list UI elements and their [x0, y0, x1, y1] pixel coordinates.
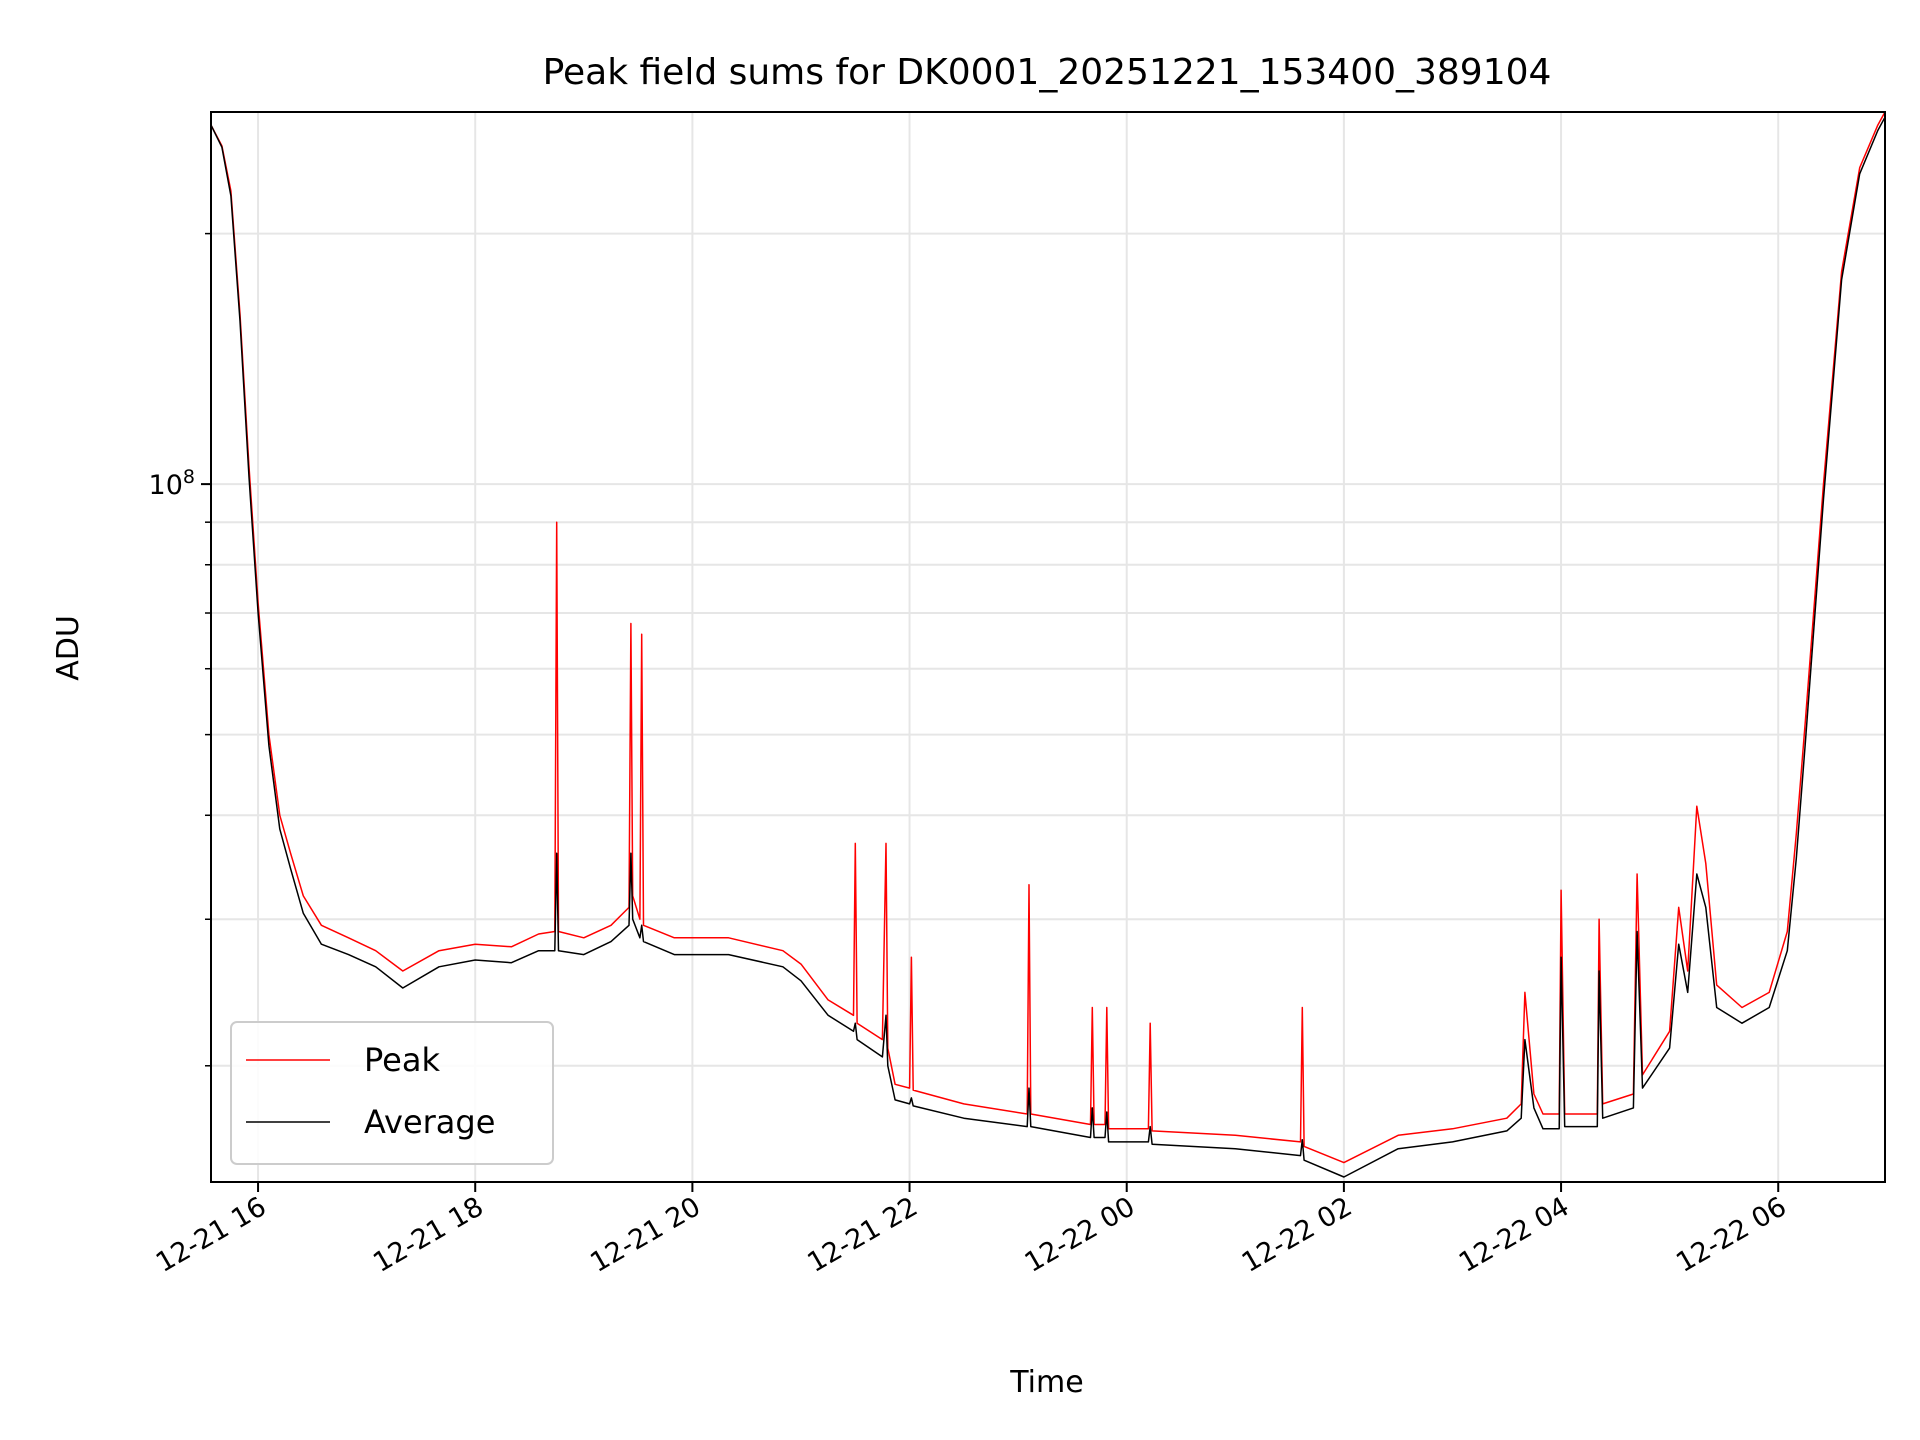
series-layer [210, 111, 1886, 1178]
legend-label-average: Average [364, 1103, 495, 1141]
chart-title: Peak field sums for DK0001_20251221_1534… [543, 52, 1552, 93]
y-tick-label: 108 [149, 466, 195, 501]
y-axis-label: ADU [51, 615, 86, 681]
series-line-peak [210, 111, 1886, 1164]
y-axis: 108 [149, 232, 211, 1067]
legend: Peak Average [230, 1021, 554, 1165]
plot-frame [210, 111, 1886, 1183]
grid-lines [211, 112, 1885, 1182]
x-axis-label: Time [1009, 1365, 1083, 1400]
series-line-average [210, 116, 1886, 1178]
legend-box [230, 1021, 554, 1165]
legend-label-peak: Peak [364, 1041, 440, 1079]
